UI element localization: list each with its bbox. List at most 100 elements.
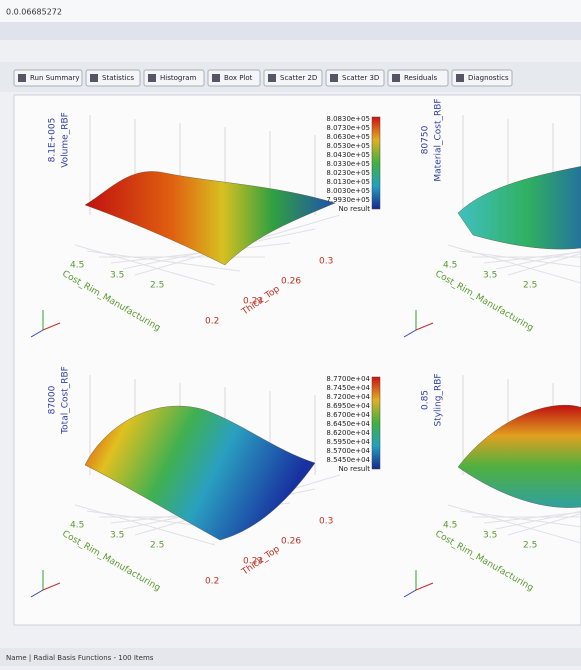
button-frame	[325, 69, 385, 87]
colorbar	[371, 116, 381, 210]
grid-line	[507, 253, 581, 276]
button-frame	[143, 69, 205, 87]
x-tick-label: 2.5	[150, 541, 164, 551]
axis-triad	[415, 582, 434, 591]
toolbar-button[interactable]: Diagnostics	[451, 69, 513, 87]
toolbar-button[interactable]: Box Plot	[207, 69, 261, 87]
axis-triad	[30, 589, 44, 598]
colorbar-label: No result	[338, 465, 370, 473]
status-text: Name | Radial Basis Functions - 100 Item…	[6, 654, 154, 662]
button-icon	[456, 74, 464, 82]
toolbar-button[interactable]: Statistics	[85, 69, 141, 87]
y-tick-label: 0.23	[243, 557, 263, 567]
surface	[457, 404, 581, 508]
z-axis-value: 80750	[421, 125, 431, 154]
button-icon	[392, 74, 400, 82]
grid-line	[74, 504, 216, 546]
toolbar-button[interactable]: Scatter 3D	[325, 69, 385, 87]
colorbar-label: 8.7450e+04	[326, 384, 370, 392]
z-axis-label: Material_Cost_RBF	[434, 98, 444, 181]
y-tick-label: 0.2	[205, 577, 219, 587]
colorbar-label: 8.5700e+04	[326, 447, 370, 455]
colorbar-label: No result	[338, 205, 370, 213]
button-label: Scatter 2D	[280, 74, 317, 82]
button-frame	[207, 69, 261, 87]
z-axis-label: Total_Cost_RBF	[61, 366, 71, 435]
button-frame	[387, 69, 449, 87]
axis-triad	[415, 322, 434, 331]
y-tick-label: 0.26	[281, 537, 301, 547]
colorbar-label: 8.6450e+04	[326, 420, 370, 428]
colorbar-label: 7.9930e+05	[326, 196, 370, 204]
x-tick-label: 2.5	[523, 541, 537, 551]
button-icon	[212, 74, 220, 82]
surface	[84, 171, 336, 266]
x-tick-label: 2.5	[523, 281, 537, 291]
colorbar-label: 8.0630e+05	[326, 133, 370, 141]
colorbar-label: 8.6950e+04	[326, 402, 370, 410]
z-axis-value: 8.1E+005	[48, 118, 58, 163]
surface	[457, 166, 581, 250]
button-label: Diagnostics	[468, 74, 509, 82]
colorbar-label: 8.6700e+04	[326, 411, 370, 419]
toolbar-button[interactable]: Scatter 2D	[263, 69, 323, 87]
button-icon	[90, 74, 98, 82]
colorbar-label: 8.0130e+05	[326, 178, 370, 186]
button-icon	[18, 74, 26, 82]
colorbar	[371, 376, 381, 470]
button-icon	[148, 74, 156, 82]
colorbar-label: 8.5450e+04	[326, 456, 370, 464]
x-tick-label: 3.5	[483, 531, 497, 541]
button-label: Run Summary	[30, 74, 79, 82]
axis-triad	[30, 329, 44, 338]
colorbar-label: 8.0330e+05	[326, 160, 370, 168]
button-label: Residuals	[404, 74, 438, 82]
z-axis-value: 0.85	[421, 390, 431, 410]
button-icon	[330, 74, 338, 82]
surface	[84, 405, 316, 541]
button-icon	[268, 74, 276, 82]
grid-line	[74, 244, 216, 286]
colorbar-label: 8.6200e+04	[326, 429, 370, 437]
plot-area	[13, 94, 581, 626]
colorbar-label: 8.7700e+04	[326, 375, 370, 383]
grid-line	[447, 504, 581, 544]
z-axis-value: 87000	[48, 385, 58, 414]
x-tick-label: 3.5	[110, 531, 124, 541]
axis-triad	[42, 322, 61, 331]
axis-triad	[403, 589, 417, 598]
colorbar-label: 8.0230e+05	[326, 169, 370, 177]
y-tick-label: 0.2	[205, 317, 219, 327]
x-tick-label: 2.5	[150, 281, 164, 291]
grid-line	[507, 513, 581, 536]
window-title: 0.0.06685272	[6, 8, 62, 17]
colorbar-label: 8.5950e+04	[326, 438, 370, 446]
title-bar	[0, 0, 581, 22]
button-label: Statistics	[102, 74, 134, 82]
grid-line	[495, 250, 581, 270]
toolbar-button[interactable]: Run Summary	[13, 69, 83, 87]
grid-line	[495, 510, 581, 530]
y-tick-label: 0.23	[243, 297, 263, 307]
toolbar-button[interactable]: Histogram	[143, 69, 205, 87]
colorbar-label: 8.0430e+05	[326, 151, 370, 159]
grid-line	[447, 244, 581, 284]
x-tick-label: 4.5	[443, 521, 457, 531]
x-tick-label: 3.5	[110, 271, 124, 281]
button-frame	[263, 69, 323, 87]
button-label: Box Plot	[224, 74, 253, 82]
colorbar-label: 8.0730e+05	[326, 124, 370, 132]
button-frame	[85, 69, 141, 87]
button-label: Scatter 3D	[342, 74, 379, 82]
status-bar	[0, 648, 581, 666]
y-tick-label: 0.3	[319, 257, 333, 267]
colorbar-label: 8.7200e+04	[326, 393, 370, 401]
menu-strip	[0, 22, 581, 40]
colorbar-label: 8.0830e+05	[326, 115, 370, 123]
x-tick-label: 4.5	[70, 521, 84, 531]
colorbar-label: 8.0030e+05	[326, 187, 370, 195]
z-axis-label: Styling_RBF	[434, 373, 444, 426]
toolbar-button[interactable]: Residuals	[387, 69, 449, 87]
